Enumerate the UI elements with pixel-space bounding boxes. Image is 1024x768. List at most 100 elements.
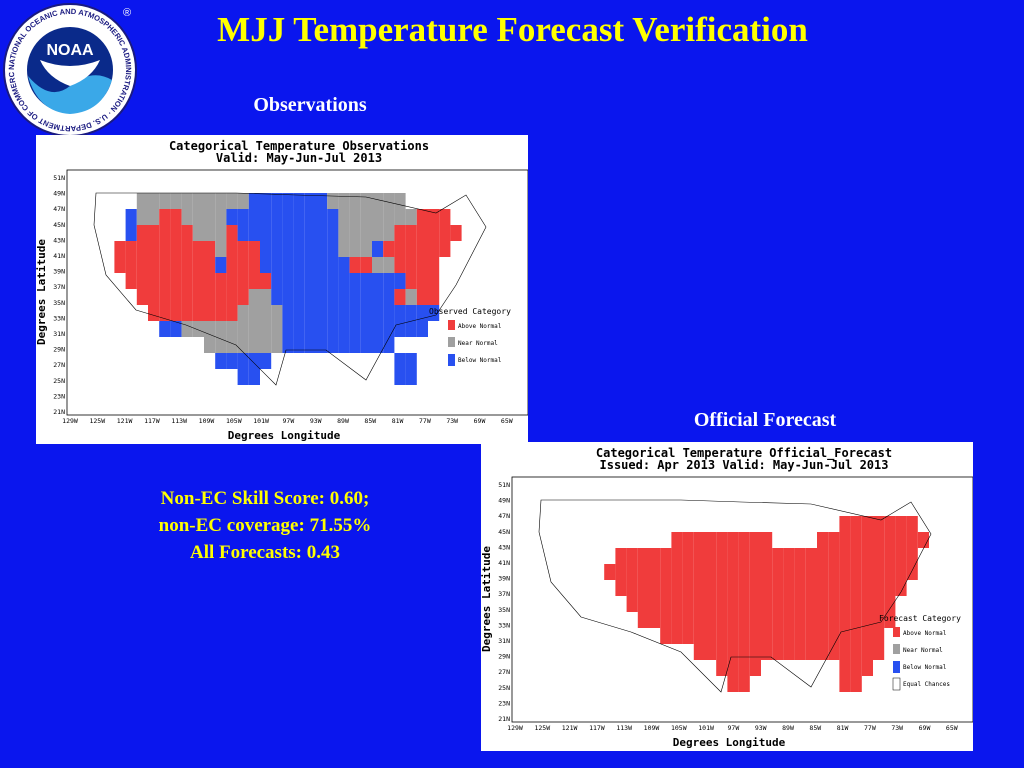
fcst-grid-cell bbox=[693, 580, 705, 596]
obs-grid-cell bbox=[148, 273, 160, 289]
obs-grid-cell bbox=[159, 321, 171, 337]
fcst-grid-cell bbox=[749, 564, 761, 580]
obs-lon-tick: 113W bbox=[171, 417, 187, 425]
obs-grid-cell bbox=[204, 257, 216, 273]
fcst-grid-cell bbox=[828, 548, 840, 564]
obs-grid-cell bbox=[293, 241, 305, 257]
fcst-grid-cell bbox=[783, 612, 795, 628]
fcst-grid-cell bbox=[794, 612, 806, 628]
obs-lat-tick: 51N bbox=[53, 174, 65, 182]
obs-grid-cell bbox=[248, 241, 260, 257]
obs-grid-cell bbox=[293, 305, 305, 321]
obs-grid-cell bbox=[159, 225, 171, 241]
obs-grid-cell bbox=[416, 209, 428, 225]
fcst-grid-cell bbox=[839, 564, 851, 580]
obs-grid-cell bbox=[349, 209, 361, 225]
obs-grid-cell bbox=[416, 305, 428, 321]
fcst-grid-cell bbox=[850, 612, 862, 628]
fcst-grid-cell bbox=[839, 580, 851, 596]
obs-grid-cell bbox=[260, 353, 272, 369]
legend-label-above: Above Normal bbox=[903, 630, 947, 637]
fcst-grid-cell bbox=[850, 676, 862, 692]
fcst-grid-cell bbox=[671, 612, 683, 628]
fcst-legend-title: Forecast Category bbox=[879, 614, 961, 623]
fcst-grid-cell bbox=[716, 660, 728, 676]
fcst-grid-cell bbox=[884, 564, 896, 580]
obs-grid-cell bbox=[159, 241, 171, 257]
obs-grid-cell bbox=[304, 305, 316, 321]
obs-grid-cell bbox=[148, 209, 160, 225]
fcst-grid-cell bbox=[861, 628, 873, 644]
obs-grid-cell bbox=[428, 305, 440, 321]
legend-swatch-above bbox=[448, 320, 455, 330]
fcst-grid-cell bbox=[738, 628, 750, 644]
obs-grid-cell bbox=[416, 289, 428, 305]
fcst-grid-cell bbox=[637, 564, 649, 580]
fcst-grid-cell bbox=[637, 548, 649, 564]
skill-score-stats: Non-EC Skill Score: 0.60; non-EC coverag… bbox=[95, 485, 435, 566]
fcst-grid-cell bbox=[861, 564, 873, 580]
obs-grid-cell bbox=[372, 273, 384, 289]
obs-grid-cell bbox=[394, 289, 406, 305]
fcst-grid-cell bbox=[671, 596, 683, 612]
fcst-grid-cell bbox=[839, 644, 851, 660]
obs-grid-cell bbox=[327, 321, 339, 337]
obs-grid-cell bbox=[349, 257, 361, 273]
fcst-grid-cell bbox=[805, 596, 817, 612]
obs-grid-cell bbox=[405, 209, 417, 225]
obs-grid-cell bbox=[271, 305, 283, 321]
obs-grid-cell bbox=[360, 337, 372, 353]
fcst-grid-cell bbox=[805, 580, 817, 596]
obs-grid-cell bbox=[405, 273, 417, 289]
obs-grid-cell bbox=[316, 337, 328, 353]
obs-grid-cell bbox=[304, 241, 316, 257]
obs-lon-tick: 129W bbox=[62, 417, 78, 425]
obs-grid-cell bbox=[260, 209, 272, 225]
obs-grid-cell bbox=[226, 209, 238, 225]
obs-grid-cell bbox=[170, 305, 182, 321]
obs-lat-tick: 33N bbox=[53, 314, 65, 322]
fcst-lat-tick: 31N bbox=[498, 637, 510, 645]
fcst-grid-cell bbox=[884, 596, 896, 612]
obs-grid-cell bbox=[192, 289, 204, 305]
obs-grid-cell bbox=[293, 225, 305, 241]
fcst-grid-cell bbox=[705, 612, 717, 628]
fcst-grid-cell bbox=[705, 596, 717, 612]
obs-grid-cell bbox=[248, 225, 260, 241]
obs-grid-cell bbox=[237, 209, 249, 225]
obs-grid-cell bbox=[237, 305, 249, 321]
obs-grid-cell bbox=[383, 225, 395, 241]
fcst-grid-cell bbox=[794, 548, 806, 564]
obs-grid-cell bbox=[260, 193, 272, 209]
fcst-lon-tick: 73W bbox=[891, 724, 903, 732]
fcst-lon-tick: 89W bbox=[782, 724, 794, 732]
obs-grid-cell bbox=[170, 321, 182, 337]
obs-lat-tick: 49N bbox=[53, 190, 65, 198]
obs-grid-cell bbox=[226, 193, 238, 209]
obs-grid-cell bbox=[215, 353, 227, 369]
fcst-grid-cell bbox=[727, 596, 739, 612]
obs-grid-cell bbox=[181, 273, 193, 289]
fcst-lat-tick: 29N bbox=[498, 653, 510, 661]
obs-grid-cell bbox=[394, 369, 406, 385]
fcst-grid-cell bbox=[873, 596, 885, 612]
fcst-grid-cell bbox=[839, 548, 851, 564]
fcst-lon-tick: 125W bbox=[534, 724, 550, 732]
fcst-grid-cell bbox=[873, 580, 885, 596]
fcst-lat-tick: 27N bbox=[498, 668, 510, 676]
fcst-grid-cell bbox=[794, 628, 806, 644]
obs-grid-cell bbox=[282, 337, 294, 353]
obs-grid-cell bbox=[293, 193, 305, 209]
obs-grid-cell bbox=[159, 273, 171, 289]
obs-grid-cell bbox=[248, 305, 260, 321]
obs-lon-tick: 81W bbox=[392, 417, 404, 425]
fcst-grid-cell bbox=[738, 644, 750, 660]
fcst-lat-tick: 39N bbox=[498, 575, 510, 583]
obs-grid-cell bbox=[349, 225, 361, 241]
fcst-grid-cell bbox=[783, 580, 795, 596]
fcst-grid-cell bbox=[749, 580, 761, 596]
fcst-grid-cell bbox=[828, 580, 840, 596]
fcst-grid-cell bbox=[805, 644, 817, 660]
obs-grid-cell bbox=[226, 305, 238, 321]
obs-map-title: Categorical Temperature Observations bbox=[169, 139, 429, 153]
